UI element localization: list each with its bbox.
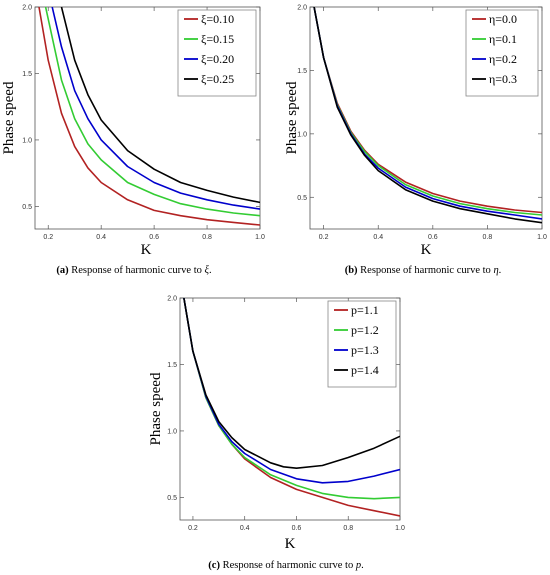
x-tick-label: 0.2 [43,234,53,241]
y-tick-label: 1.0 [297,131,307,138]
legend-entry: η=0.0 [489,12,517,26]
chart-panel-c: 0.2 0.4 0.6 0.8 1.00.51.01.52.0p=1.1p=1.2p=1… [148,296,405,572]
chart-panel-b: 0.2 0.4 0.6 0.8 1.00.51.01.52.0η=0.0η=0.1η=0… [284,5,547,277]
panel-caption: (a) Response of harmonic curve to ξ. [56,265,211,276]
series-line-η=0.3 [313,7,542,224]
y-tick-label: 0.5 [22,204,32,211]
legend-entry: η=0.1 [489,32,517,46]
caption-symbol: p [355,560,361,571]
y-tick-label: 2.0 [167,296,177,303]
y-tick-label: 1.0 [167,428,177,435]
plot-frame [309,6,543,230]
x-axis-label: K [285,536,296,552]
legend: ξ=0.10 ξ=0.15 ξ=0.20 ξ=0.25 [177,9,257,97]
y-tick-label: 2.0 [297,5,307,12]
x-tick-label: 0.4 [240,525,250,532]
caption-end: . [499,265,502,276]
series-line-ξ=0.15 [44,7,260,217]
x-tick-label: 0.2 [188,525,198,532]
x-tick-label: 0.4 [373,234,383,241]
x-tick-label: 0.4 [96,234,106,241]
caption-end: . [361,560,364,571]
panel-caption: (c) Response of harmonic curve to p. [208,560,363,571]
caption-text: Response of harmonic curve to [220,560,356,571]
y-tick-label: 0.5 [167,495,177,502]
legend-entry: p=1.4 [351,363,379,377]
x-tick-label: 1.0 [395,525,405,532]
y-axis-label: Phase speed [1,81,17,154]
x-tick-label: 0.6 [428,234,438,241]
x-tick-label: 0.8 [483,234,493,241]
x-axis-label: K [421,242,432,258]
y-tick-label: 0.5 [297,195,307,202]
y-tick-label: 2.0 [22,5,32,12]
x-tick-label: 0.2 [319,234,329,241]
caption-text: Response of harmonic curve to [69,265,205,276]
y-tick-label: 1.0 [22,137,32,144]
y-axis-label: Phase speed [284,81,300,154]
legend: η=0.0 η=0.1 η=0.2 η=0.3 [465,9,539,97]
y-tick-label: 1.5 [297,68,307,75]
x-tick-label: 0.6 [149,234,159,241]
series-line-p=1.4 [183,298,400,469]
y-tick-label: 1.5 [22,71,32,78]
caption-end: . [209,265,212,276]
chart-panel-a: 0.2 0.4 0.6 0.8 1.00.51.01.52.0ξ=0.10ξ=0.15ξ… [1,5,265,277]
x-tick-label: 0.8 [202,234,212,241]
plot-frame [34,6,261,230]
series-line-ξ=0.25 [60,7,260,204]
legend-entry: η=0.3 [489,72,517,86]
panel-caption: (b) Response of harmonic curve to η. [345,265,502,276]
legend-box [465,9,539,97]
legend-entry: ξ=0.25 [201,72,234,86]
series-line-ξ=0.10 [38,7,260,226]
legend-entry: p=1.1 [351,303,379,317]
caption-tag: (b) [345,265,358,276]
legend-entry: p=1.2 [351,323,379,337]
caption-symbol: η [493,265,498,276]
x-axis-label: K [141,242,152,258]
legend-entry: η=0.2 [489,52,517,66]
caption-symbol: ξ [205,265,210,276]
legend-entry: ξ=0.10 [201,12,234,26]
y-axis-label: Phase speed [148,372,164,445]
legend-box [327,300,397,388]
legend-entry: ξ=0.20 [201,52,234,66]
x-tick-label: 1.0 [537,234,547,241]
legend-entry: p=1.3 [351,343,379,357]
x-tick-label: 0.8 [343,525,353,532]
legend-entry: ξ=0.15 [201,32,234,46]
plot-frame [179,297,401,521]
y-tick-label: 1.5 [167,362,177,369]
legend: p=1.1 p=1.2 p=1.3 p=1.4 [327,300,397,388]
caption-tag: (a) [56,265,69,276]
caption-text: Response of harmonic curve to [358,265,494,276]
legend-box [177,9,257,97]
caption-tag: (c) [208,560,220,571]
series-line-ξ=0.20 [51,7,260,210]
x-tick-label: 0.6 [292,525,302,532]
x-tick-label: 1.0 [255,234,265,241]
